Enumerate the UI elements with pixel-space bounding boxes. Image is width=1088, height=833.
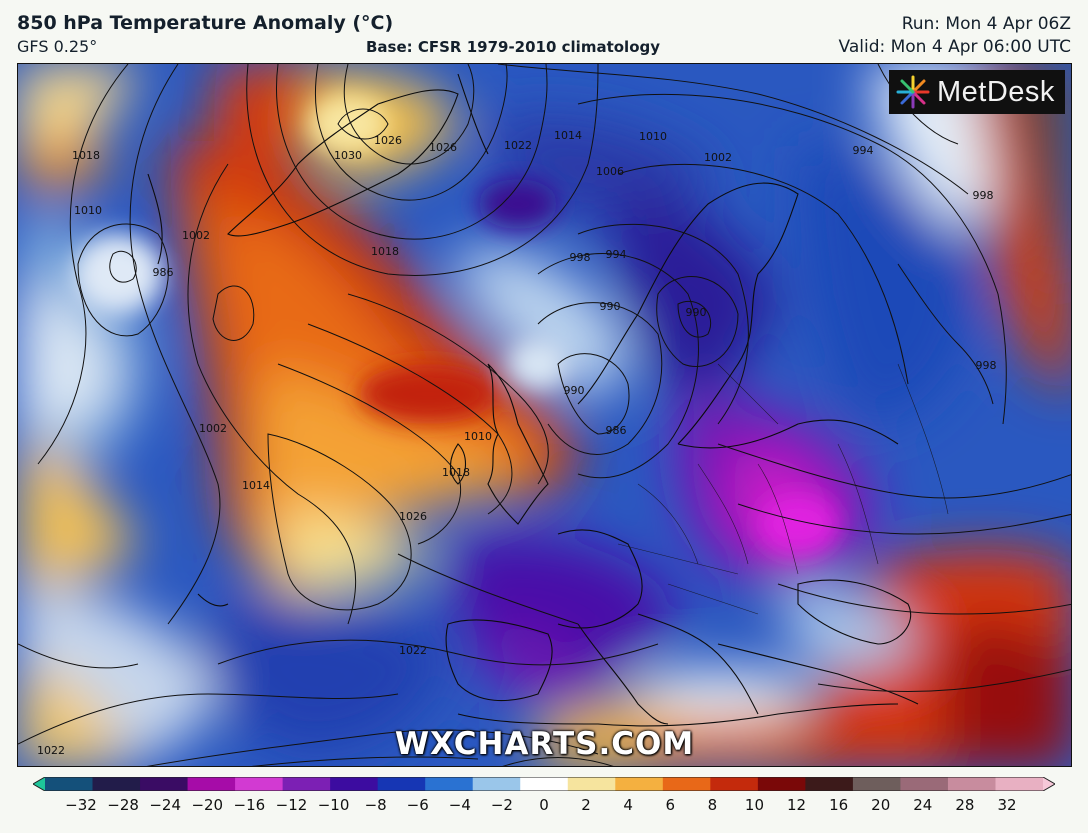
colorbar-tick-label: −4 — [448, 796, 471, 814]
colorbar-tick-label: 16 — [829, 796, 849, 814]
colorbar-tick-label: −16 — [233, 796, 266, 814]
colorbar-tick-label: 24 — [913, 796, 933, 814]
isobar-label: 998 — [976, 359, 997, 372]
colorbar-tick-label: −12 — [275, 796, 308, 814]
isobar-label: 990 — [600, 300, 621, 313]
isobar-label: 1018 — [371, 245, 399, 258]
colorbar-ticks: −32 −28 −24 −20 −16 −12 −10 −8 −6 −4 −2 0 2 4 6 8 10 12 16… — [0, 796, 1088, 818]
isobar-label: 1010 — [464, 430, 492, 443]
colorbar-tick-label: −10 — [317, 796, 350, 814]
colorbar — [33, 777, 1055, 791]
valid-time-label: Valid: Mon 4 Apr 06:00 UTC — [838, 37, 1071, 57]
base-climatology-label: Base: CFSR 1979-2010 climatology — [366, 38, 661, 56]
isobar-label: 1010 — [639, 130, 667, 143]
isobar-label: 1014 — [282, 766, 310, 767]
colorbar-segment — [92, 777, 141, 791]
colorbar-segment — [947, 777, 996, 791]
country-borders — [617, 363, 949, 615]
colorbar-segment — [520, 777, 569, 791]
colorbar-tick-label: −8 — [364, 796, 387, 814]
isobar-label: 1022 — [504, 139, 532, 152]
isobar-label: 1002 — [182, 229, 210, 242]
isobar-label: 1018 — [72, 149, 100, 162]
colorbar-segment — [235, 777, 284, 791]
isobar-label: 1014 — [242, 479, 270, 492]
isobar-label: 1006 — [596, 165, 624, 178]
colorbar-tick-label: −20 — [191, 796, 224, 814]
colorbar-segment — [995, 777, 1044, 791]
chart-title: 850 hPa Temperature Anomaly (°C) — [17, 12, 394, 34]
anomaly-map[interactable]: 1026 1022 1014 1010 1002 1006 994 998 1030 1026 10… — [17, 63, 1072, 767]
isobar-label: 994 — [853, 144, 874, 157]
colorbar-tick-label: 8 — [707, 796, 718, 814]
colorbar-segment — [45, 777, 94, 791]
isobar-label: 1002 — [704, 151, 732, 164]
isobar-label: 1006 — [529, 764, 557, 767]
colorbar-segment — [140, 777, 189, 791]
metdesk-logo: MetDesk — [889, 70, 1065, 114]
isobar-label: 1022 — [37, 744, 65, 757]
colorbar-tick-label: 10 — [744, 796, 764, 814]
colorbar-segment — [377, 777, 426, 791]
wxcharts-watermark: WXCHARTS.COM — [394, 726, 695, 762]
metdesk-star-icon — [896, 75, 930, 109]
model-label: GFS 0.25° — [17, 37, 98, 56]
isobar-label: 994 — [606, 248, 627, 261]
colorbar-tick-label: 32 — [997, 796, 1017, 814]
colorbar-tick-label: 20 — [871, 796, 891, 814]
isobar-label: 1002 — [199, 422, 227, 435]
colorbar-segment — [425, 777, 474, 791]
isobar-label: 986 — [153, 266, 174, 279]
isobar-labels: 1026 1022 1014 1010 1002 1006 994 998 1030 1026 10… — [37, 129, 997, 767]
colorbar-segment — [1043, 777, 1055, 791]
isobar-label: 1022 — [399, 644, 427, 657]
colorbar-segment — [757, 777, 806, 791]
colorbar-tick-label: 12 — [786, 796, 807, 814]
colorbar-tick-label: −24 — [149, 796, 181, 814]
isobar-label: 998 — [973, 189, 994, 202]
isobar-label: 1026 — [399, 510, 427, 523]
isobar-lines — [18, 64, 1071, 766]
colorbar-segment — [33, 777, 45, 791]
colorbar-segment — [187, 777, 236, 791]
colorbar-tick-label: 0 — [539, 796, 549, 814]
colorbar-segment — [567, 777, 616, 791]
isobar-label: 1026 — [429, 141, 457, 154]
colorbar-tick-label: 2 — [581, 796, 591, 814]
colorbar-segment — [710, 777, 759, 791]
colorbar-segment — [900, 777, 949, 791]
colorbar-tick-label: −6 — [406, 796, 429, 814]
colorbar-tick-label: 28 — [955, 796, 975, 814]
isobar-label: 990 — [686, 306, 707, 319]
colorbar-tick-label: −32 — [65, 796, 97, 814]
colorbar-segment — [852, 777, 901, 791]
isobar-label: 1030 — [334, 149, 362, 162]
colorbar-segment — [472, 777, 521, 791]
metdesk-logo-text: MetDesk — [937, 75, 1055, 108]
colorbar-tick-label: 6 — [665, 796, 676, 814]
run-time-label: Run: Mon 4 Apr 06Z — [901, 14, 1071, 34]
colorbar-segment — [330, 777, 379, 791]
isobar-label: 990 — [564, 384, 585, 397]
isobar-label: 986 — [606, 424, 627, 437]
isobar-label: 998 — [570, 251, 591, 264]
isobar-label: 1018 — [442, 466, 470, 479]
isobar-label: 1026 — [374, 134, 402, 147]
colorbar-segment — [662, 777, 711, 791]
colorbar-tick-label: −28 — [107, 796, 139, 814]
isobar-label: 1014 — [554, 129, 582, 142]
colorbar-tick-label: −2 — [490, 796, 513, 814]
colorbar-segment — [615, 777, 664, 791]
colorbar-tick-label: 4 — [623, 796, 633, 814]
map-canvas: 1026 1022 1014 1010 1002 1006 994 998 1030 1026 10… — [18, 64, 1071, 767]
colorbar-segment — [282, 777, 331, 791]
colorbar-segment — [805, 777, 854, 791]
isobar-label: 1010 — [74, 204, 102, 217]
